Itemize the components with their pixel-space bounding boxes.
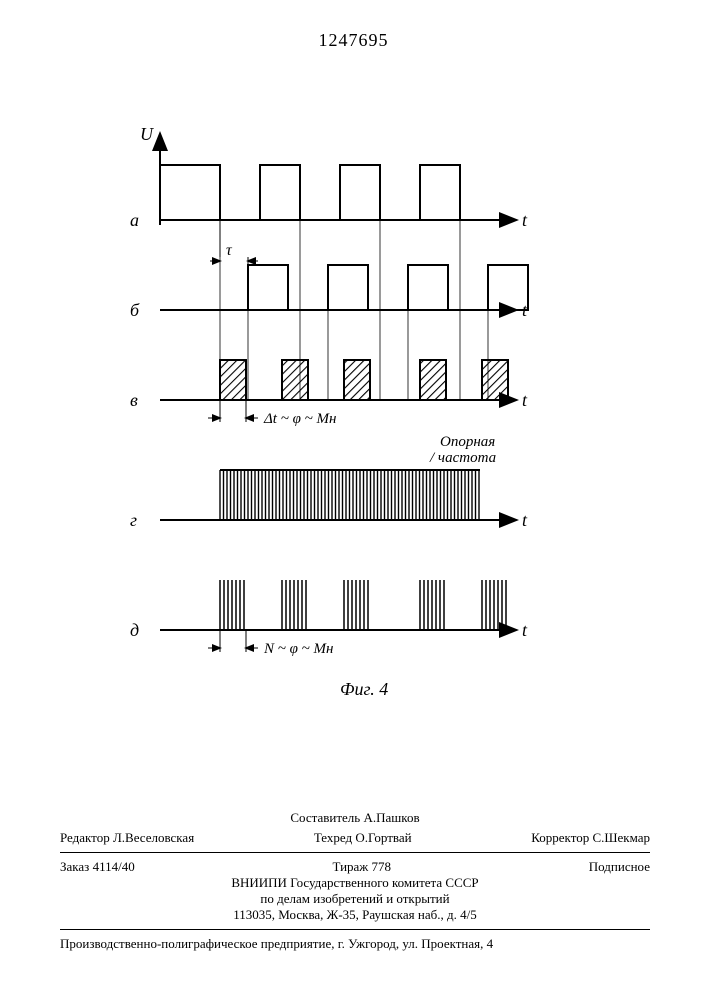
svg-text:t: t <box>522 210 528 230</box>
svg-text:д: д <box>130 620 139 640</box>
svg-text:Δt ~ φ ~ Мн: Δt ~ φ ~ Мн <box>263 411 336 427</box>
svg-text:Опорная: Опорная <box>440 434 495 450</box>
techred-label: Техред <box>314 830 352 845</box>
circulation-label: Тираж <box>332 859 368 874</box>
svg-text:N ~ φ ~ Мн: N ~ φ ~ Мн <box>263 641 333 657</box>
org-line-1: ВНИИПИ Государственного комитета СССР <box>60 875 650 891</box>
printer-line: Производственно-полиграфическое предприя… <box>60 936 650 952</box>
svg-text:в: в <box>130 390 138 410</box>
svg-text:τ: τ <box>226 242 233 259</box>
corrector-name: С.Шекмар <box>592 830 650 845</box>
composer-label: Составитель <box>290 810 360 825</box>
svg-text:t: t <box>522 390 528 410</box>
svg-text:б: б <box>130 300 140 320</box>
svg-text:t: t <box>522 620 528 640</box>
svg-text:Фиг. 4: Фиг. 4 <box>340 679 388 699</box>
subscription-label: Подписное <box>589 859 650 875</box>
svg-text:г: г <box>130 510 137 530</box>
editor-label: Редактор <box>60 830 110 845</box>
order-label: Заказ <box>60 859 89 874</box>
document-number: 1247695 <box>0 30 707 51</box>
techred-name: О.Гортвай <box>355 830 411 845</box>
svg-text:U: U <box>140 124 154 144</box>
svg-text:/ частота: / частота <box>429 450 496 466</box>
timing-diagram: UtаtбτtвΔt ~ φ ~ МнtгОпорная/ частотаtдN… <box>120 120 540 720</box>
composer-name: А.Пашков <box>363 810 419 825</box>
editor-name: Л.Веселовская <box>113 830 194 845</box>
svg-text:а: а <box>130 210 139 230</box>
svg-text:t: t <box>522 510 528 530</box>
corrector-label: Корректор <box>531 830 589 845</box>
order-number: 4114/40 <box>93 859 135 874</box>
org-address: 113035, Москва, Ж-35, Раушская наб., д. … <box>60 907 650 923</box>
circulation-number: 778 <box>372 859 392 874</box>
org-line-2: по делам изобретений и открытий <box>60 891 650 907</box>
